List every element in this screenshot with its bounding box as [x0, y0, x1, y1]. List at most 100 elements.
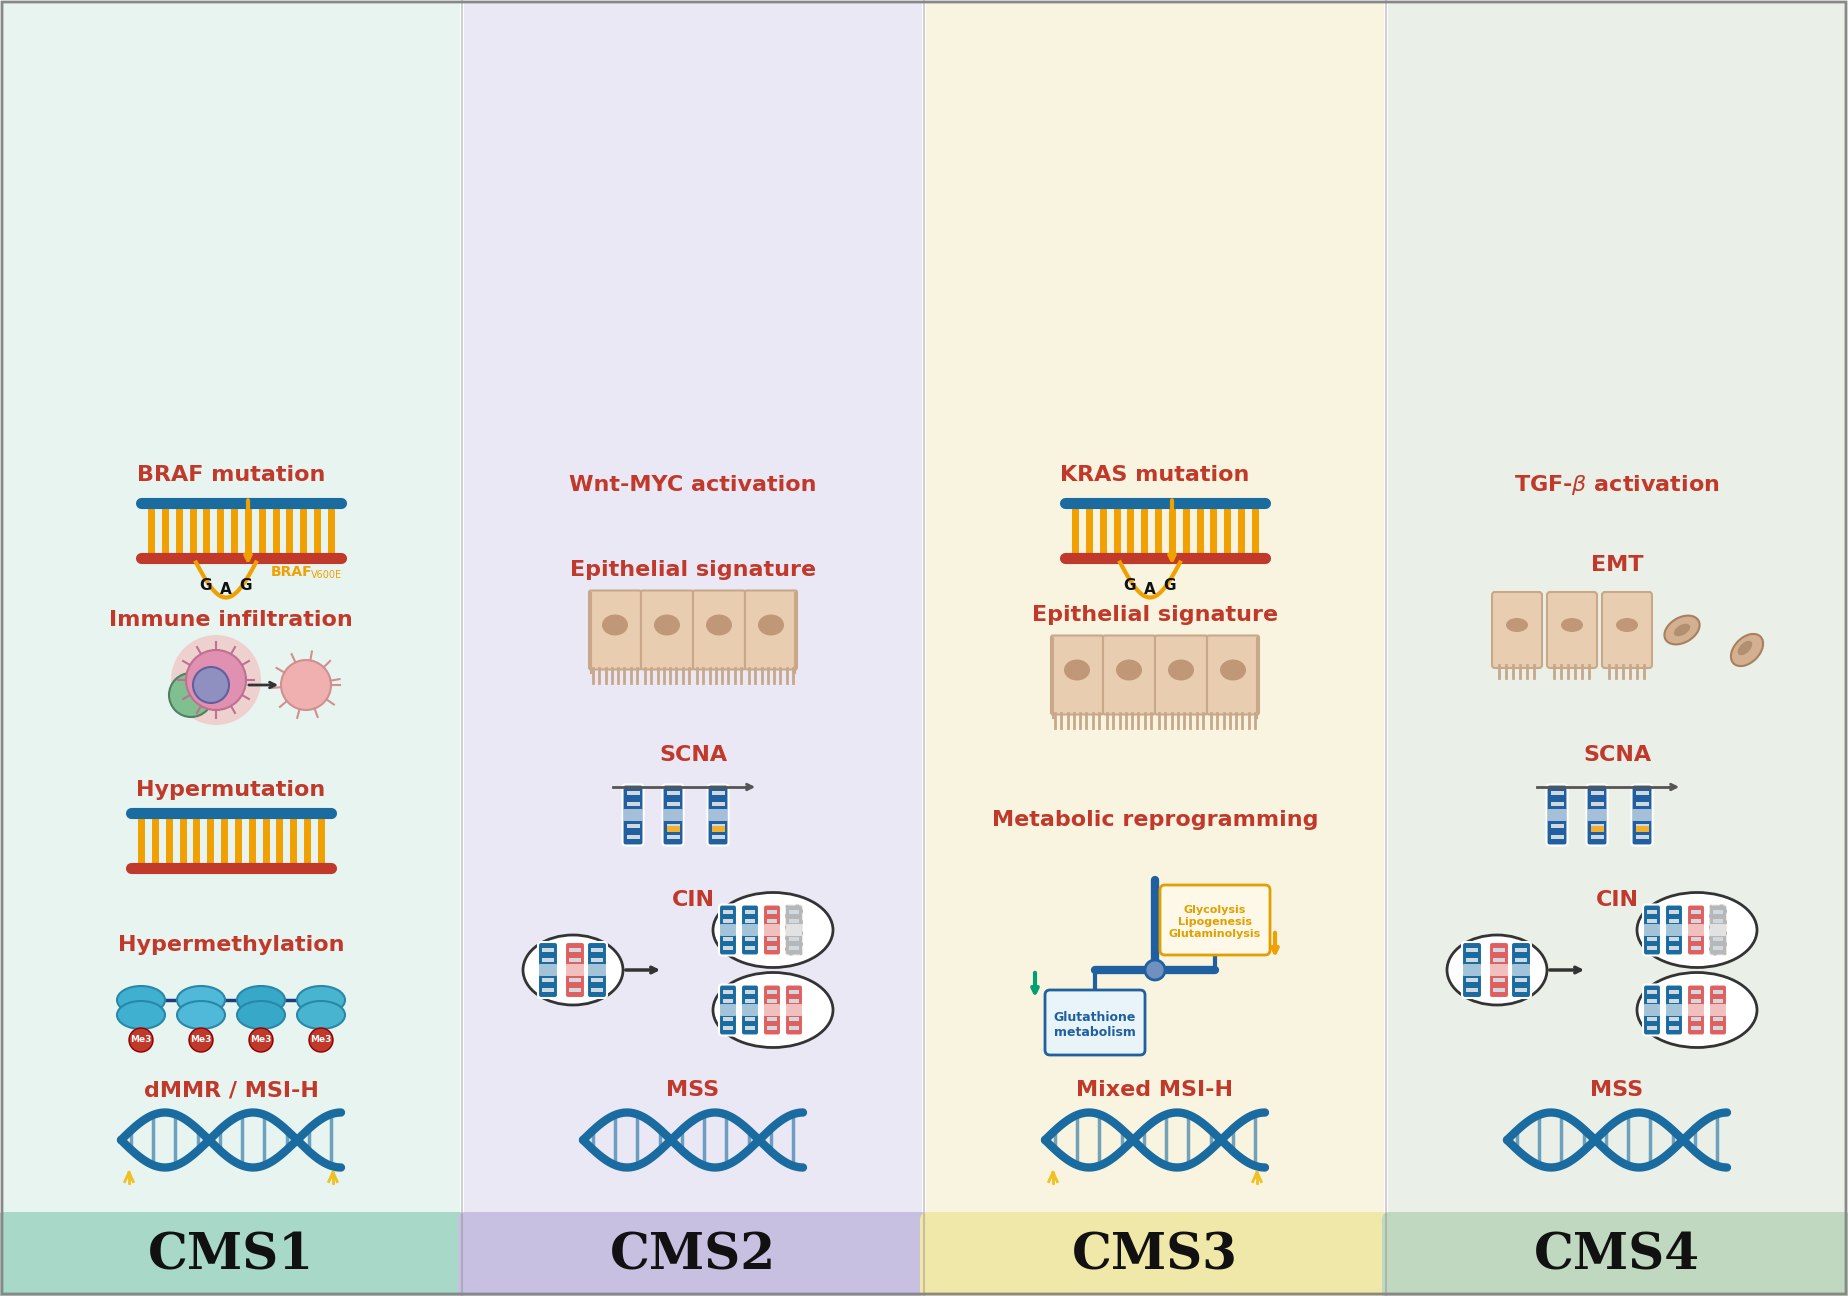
- FancyBboxPatch shape: [723, 937, 734, 941]
- Text: Metabolic reprogramming: Metabolic reprogramming: [992, 810, 1318, 829]
- Ellipse shape: [298, 1001, 346, 1029]
- FancyBboxPatch shape: [723, 1026, 734, 1030]
- FancyBboxPatch shape: [1687, 924, 1704, 936]
- FancyBboxPatch shape: [1512, 942, 1530, 998]
- Ellipse shape: [1665, 616, 1700, 644]
- FancyBboxPatch shape: [1691, 999, 1700, 1003]
- FancyBboxPatch shape: [745, 591, 796, 670]
- FancyBboxPatch shape: [667, 826, 680, 832]
- FancyBboxPatch shape: [763, 1004, 780, 1016]
- Text: CMS4: CMS4: [1534, 1231, 1700, 1280]
- FancyBboxPatch shape: [1647, 1017, 1658, 1021]
- Ellipse shape: [1674, 623, 1691, 636]
- FancyBboxPatch shape: [1103, 635, 1155, 714]
- FancyBboxPatch shape: [1489, 964, 1508, 976]
- FancyBboxPatch shape: [1550, 835, 1563, 839]
- Text: CMS1: CMS1: [148, 1231, 314, 1280]
- FancyBboxPatch shape: [1493, 988, 1504, 991]
- Ellipse shape: [1637, 893, 1757, 968]
- FancyBboxPatch shape: [1647, 999, 1658, 1003]
- Circle shape: [188, 1028, 213, 1052]
- Ellipse shape: [1732, 634, 1763, 666]
- Ellipse shape: [177, 986, 225, 1013]
- Text: dMMR / MSI-H: dMMR / MSI-H: [144, 1080, 318, 1100]
- FancyBboxPatch shape: [588, 942, 606, 998]
- FancyBboxPatch shape: [1647, 990, 1658, 994]
- FancyBboxPatch shape: [591, 947, 602, 953]
- FancyBboxPatch shape: [1465, 988, 1478, 991]
- FancyBboxPatch shape: [1515, 978, 1526, 982]
- FancyBboxPatch shape: [1691, 946, 1700, 950]
- FancyBboxPatch shape: [789, 999, 798, 1003]
- Text: MSS: MSS: [1591, 1080, 1643, 1100]
- FancyBboxPatch shape: [538, 942, 558, 998]
- FancyBboxPatch shape: [926, 3, 1384, 1293]
- FancyBboxPatch shape: [763, 905, 782, 955]
- FancyBboxPatch shape: [541, 978, 554, 982]
- FancyBboxPatch shape: [1691, 1017, 1700, 1021]
- FancyBboxPatch shape: [1493, 947, 1504, 953]
- FancyBboxPatch shape: [767, 910, 776, 914]
- FancyBboxPatch shape: [1388, 3, 1846, 1293]
- FancyBboxPatch shape: [1687, 905, 1706, 955]
- FancyBboxPatch shape: [623, 809, 643, 820]
- FancyBboxPatch shape: [1493, 978, 1504, 982]
- FancyBboxPatch shape: [745, 1026, 756, 1030]
- FancyBboxPatch shape: [723, 919, 734, 923]
- FancyBboxPatch shape: [1547, 809, 1567, 820]
- FancyBboxPatch shape: [1591, 824, 1604, 828]
- FancyBboxPatch shape: [1687, 1004, 1704, 1016]
- FancyBboxPatch shape: [667, 835, 680, 839]
- FancyBboxPatch shape: [1515, 958, 1526, 962]
- FancyBboxPatch shape: [723, 1017, 734, 1021]
- Text: G: G: [1164, 578, 1175, 592]
- Ellipse shape: [1168, 660, 1194, 680]
- Circle shape: [129, 1028, 153, 1052]
- Text: EMT: EMT: [1591, 555, 1643, 575]
- Text: G: G: [1124, 578, 1137, 592]
- FancyBboxPatch shape: [1493, 958, 1504, 962]
- Ellipse shape: [298, 986, 346, 1013]
- FancyBboxPatch shape: [1591, 802, 1604, 806]
- Ellipse shape: [713, 972, 833, 1047]
- FancyBboxPatch shape: [708, 809, 728, 820]
- FancyBboxPatch shape: [1465, 978, 1478, 982]
- FancyBboxPatch shape: [789, 919, 798, 923]
- Circle shape: [249, 1028, 274, 1052]
- FancyBboxPatch shape: [1713, 999, 1722, 1003]
- Ellipse shape: [177, 1001, 225, 1029]
- FancyBboxPatch shape: [1632, 784, 1652, 845]
- FancyBboxPatch shape: [1635, 791, 1648, 794]
- FancyBboxPatch shape: [723, 999, 734, 1003]
- FancyBboxPatch shape: [1635, 835, 1648, 839]
- Text: Me3: Me3: [249, 1036, 272, 1045]
- FancyBboxPatch shape: [785, 924, 802, 936]
- FancyBboxPatch shape: [1647, 946, 1658, 950]
- FancyBboxPatch shape: [1591, 835, 1604, 839]
- FancyBboxPatch shape: [789, 1017, 798, 1021]
- Ellipse shape: [1116, 660, 1142, 680]
- Circle shape: [172, 635, 261, 724]
- FancyBboxPatch shape: [1713, 1017, 1722, 1021]
- Ellipse shape: [237, 986, 285, 1013]
- FancyBboxPatch shape: [767, 919, 776, 923]
- FancyBboxPatch shape: [767, 999, 776, 1003]
- FancyBboxPatch shape: [2, 3, 460, 1293]
- FancyBboxPatch shape: [591, 958, 602, 962]
- FancyBboxPatch shape: [1645, 924, 1660, 936]
- FancyBboxPatch shape: [1713, 919, 1722, 923]
- Ellipse shape: [1447, 934, 1547, 1004]
- FancyBboxPatch shape: [1669, 990, 1680, 994]
- FancyBboxPatch shape: [1691, 910, 1700, 914]
- FancyBboxPatch shape: [1713, 937, 1722, 941]
- FancyBboxPatch shape: [1667, 924, 1682, 936]
- FancyBboxPatch shape: [767, 937, 776, 941]
- FancyBboxPatch shape: [1713, 1026, 1722, 1030]
- FancyBboxPatch shape: [667, 791, 680, 794]
- FancyBboxPatch shape: [743, 924, 758, 936]
- FancyBboxPatch shape: [1647, 910, 1658, 914]
- FancyBboxPatch shape: [667, 802, 680, 806]
- Ellipse shape: [654, 614, 680, 635]
- FancyBboxPatch shape: [745, 946, 756, 950]
- FancyBboxPatch shape: [1691, 919, 1700, 923]
